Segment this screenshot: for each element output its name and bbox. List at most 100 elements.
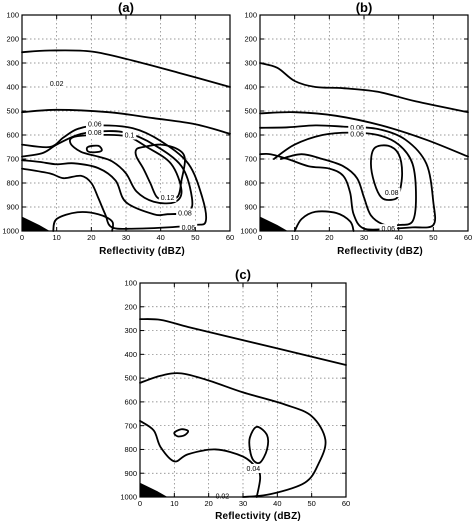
panel-b-label: (b) [356, 0, 373, 15]
panel-b-ytick-label-6: 700 [244, 155, 257, 164]
panel-b-ytick-label-0: 100 [244, 11, 257, 20]
panel-c-contour-labels: 0.040.02 [213, 463, 263, 501]
panel-a-xtick-label-1: 10 [52, 233, 60, 242]
panel-b-clabel-3: 0.06 [381, 226, 395, 233]
panel-b-clabel-bg-0 [348, 122, 366, 132]
panel-a-contour-1 [21, 108, 231, 135]
panel-c-ytick-label-3: 400 [124, 350, 137, 359]
panel-a-ytick-label-0: 100 [6, 11, 19, 20]
panel-a-clabel-0: 0.02 [50, 81, 64, 88]
panel-b-contours [259, 62, 469, 232]
panel-a-ytick-label-6: 700 [6, 155, 19, 164]
panel-a-terrain [22, 216, 50, 231]
panel-b-xtick-label-2: 20 [325, 233, 333, 242]
panel-a-clabel-1: 0.06 [88, 122, 102, 129]
panel-a-clabel-4: 0.12 [161, 195, 175, 202]
panel-b-contour-labels: 0.060.060.080.06 [348, 122, 401, 234]
panel-c-xtick-label-3: 30 [239, 499, 247, 508]
panel-b-clabel-1: 0.06 [350, 132, 364, 139]
panel-c-xtick-label-0: 0 [138, 499, 142, 508]
panel-c-contour-0 [139, 318, 347, 366]
panel-a-xtick-label-6: 60 [226, 233, 234, 242]
panel-a-xtick-label-4: 40 [156, 233, 164, 242]
panel-a-clabel-bg-2 [86, 128, 104, 138]
panel-a-xtick-label-2: 20 [87, 233, 95, 242]
panel-b-ytick-label-9: 1000 [240, 227, 257, 236]
panel-c: (c) 0.040.02 0 10 20 30 40 50 60 100 200 300 400 50… [120, 267, 350, 522]
panel-b-clabel-bg-1 [348, 129, 366, 139]
panel-c-frame [139, 282, 347, 498]
panel-a-clabel-5: 0.08 [178, 211, 192, 218]
panel-c-ticks: 0 10 20 30 40 50 60 100 200 300 400 500 600 700 800 900… [120, 279, 350, 508]
panel-a-contour-labels: 0.020.060.08 0.10.120.080.06 [47, 78, 198, 232]
panel-c-label: (c) [235, 267, 251, 282]
panel-a-ytick-label-2: 300 [6, 59, 19, 68]
panel-b-ytick-label-3: 400 [244, 83, 257, 92]
panel-b-ytick-label-4: 500 [244, 107, 257, 116]
panel-b-xtick-label-3: 30 [360, 233, 368, 242]
panel-c-ytick-label-7: 800 [124, 445, 137, 454]
panel-a-ytick-label-5: 600 [6, 131, 19, 140]
panel-a-ytick-label-7: 800 [6, 179, 19, 188]
panel-b-clabel-bg-2 [382, 188, 401, 198]
panel-a-ytick-label-3: 400 [6, 83, 19, 92]
panel-a-clabel-bg-3 [122, 130, 137, 140]
panel-b-xtick-label-0: 0 [258, 233, 262, 242]
panel-a-grid [22, 15, 230, 231]
panel-b-xtick-label-4: 40 [394, 233, 402, 242]
panel-c-ytick-label-9: 1000 [120, 493, 137, 502]
panel-b-xtick-label-1: 10 [290, 233, 298, 242]
panel-c-grid [140, 283, 346, 497]
panel-a-xtick-label-5: 50 [191, 233, 199, 242]
panel-c-ytick-label-2: 300 [124, 326, 137, 335]
panel-c-ytick-label-6: 700 [124, 421, 137, 430]
panel-c-contour-1 [139, 372, 327, 498]
panel-b-contour-5 [293, 210, 355, 232]
panel-b-contour-4 [370, 144, 404, 201]
panel-a: (a) 0.020.060.08 0.10.120.080.06 0 10 20 30 4… [2, 0, 234, 257]
panel-b-xtick-label-5: 50 [429, 233, 437, 242]
panel-c-xtick-label-1: 10 [170, 499, 178, 508]
panel-a-label: (a) [118, 0, 134, 15]
panel-c-xtick-label-5: 50 [307, 499, 315, 508]
panel-a-frame [21, 14, 231, 232]
panel-c-ytick-label-5: 600 [124, 397, 137, 406]
panel-b-xlabel: Reflectivity (dBZ) [337, 246, 423, 257]
panel-a-ytick-label-8: 900 [6, 203, 19, 212]
panel-a-contour-7 [52, 211, 115, 232]
panel-a-xlabel: Reflectivity (dBZ) [99, 246, 185, 257]
panel-b-terrain [260, 216, 288, 231]
panel-a-contour-6 [85, 144, 103, 154]
panel-c-clabel-bg-0 [244, 463, 263, 473]
panel-b-clabel-bg-3 [379, 224, 398, 234]
panel-a-clabel-bg-1 [86, 119, 104, 129]
panel-b-contour-2 [259, 124, 437, 231]
panel-c-contour-4 [248, 425, 270, 465]
panel-b-ytick-label-2: 300 [244, 59, 257, 68]
panel-c-ytick-label-4: 500 [124, 374, 137, 383]
panel-a-contour-0 [21, 49, 231, 88]
panel-b-contour-1 [259, 111, 469, 158]
panel-c-clabel-bg-1 [213, 491, 232, 501]
panel-c-ytick-label-1: 200 [124, 302, 137, 311]
panel-b-ytick-label-7: 800 [244, 179, 257, 188]
panel-a-xtick-label-0: 0 [20, 233, 24, 242]
panel-a-clabel-6: 0.06 [182, 225, 196, 232]
panel-c-contour-3 [173, 428, 190, 438]
panel-c-xtick-label-6: 60 [342, 499, 350, 508]
panel-b-contour-3 [272, 131, 417, 227]
panel-b-contour-0 [259, 62, 469, 114]
panel-c-contour-2 [139, 420, 262, 498]
panel-c-xtick-label-4: 40 [273, 499, 281, 508]
panel-b-terrain [260, 216, 288, 231]
panel-a-ytick-label-9: 1000 [2, 227, 19, 236]
panel-b-ytick-label-5: 600 [244, 131, 257, 140]
panel-a-clabel-bg-5 [176, 208, 194, 218]
panel-b-clabel-0: 0.06 [350, 125, 364, 132]
panel-b: (b) 0.060.060.080.06 0 10 20 30 40 50 60100200… [240, 0, 472, 257]
panel-a-clabel-3: 0.1 [125, 133, 135, 140]
panel-c-terrain [140, 482, 168, 497]
panel-b-ytick-label-1: 200 [244, 35, 257, 44]
panel-c-xtick-label-2: 20 [204, 499, 212, 508]
